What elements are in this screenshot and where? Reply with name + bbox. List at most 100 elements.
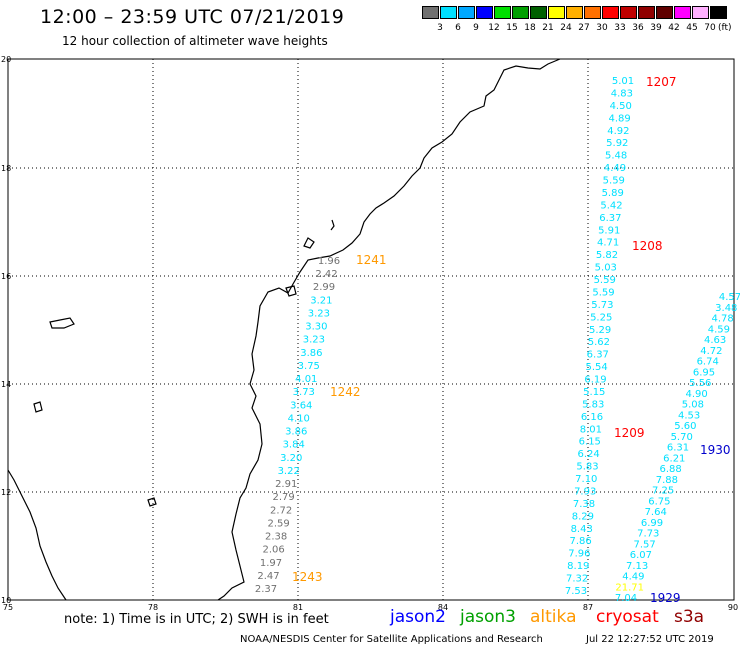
wave-height-value: 2.91 (275, 479, 297, 490)
wave-height-value: 5.54 (585, 362, 607, 373)
scale-swatch (494, 6, 511, 19)
scale-unit: (ft) (718, 23, 732, 33)
scale-label: 30 (596, 23, 608, 33)
scale-label: 9 (473, 23, 479, 33)
wave-height-value: 4.78 (711, 314, 733, 325)
scale-label: 70 (704, 23, 716, 33)
wave-height-value: 3.30 (305, 322, 327, 333)
lon-label: 81 (293, 603, 303, 612)
wave-height-value: 3.73 (293, 387, 315, 398)
wave-height-value: 21.71 (615, 582, 644, 593)
scale-swatch (656, 6, 673, 19)
legend-s3a: s3a (674, 607, 705, 627)
lat-label: 12 (1, 488, 11, 497)
wave-height-value: 5.70 (671, 432, 693, 443)
wave-height-value: 6.95 (693, 367, 715, 378)
track-1930-values: 4.573.484.784.594.634.726.746.955.564.90… (615, 292, 740, 604)
wave-height-value: 5.03 (595, 263, 617, 274)
scale-swatch (476, 6, 493, 19)
wave-height-value: 7.10 (575, 474, 597, 485)
credit-line: NOAA/NESDIS Center for Satellite Applica… (240, 634, 543, 645)
wave-height-value: 3.20 (280, 453, 302, 464)
wave-height-value: 1.96 (318, 256, 340, 267)
wave-height-value: 5.91 (598, 225, 620, 236)
scale-swatch (440, 6, 457, 19)
island-bay (285, 285, 297, 297)
track-1207-values: 5.014.834.504.894.925.925.484.495.595.89… (565, 76, 634, 597)
wave-height-value: 3.86 (285, 427, 307, 438)
wave-height-value: 3.75 (298, 361, 320, 372)
pass-time-1207: 1207 (646, 75, 677, 89)
wave-height-value: 4.49 (622, 572, 644, 583)
generated-timestamp: Jul 22 12:27:52 UTC 2019 (586, 634, 714, 645)
scale-label: 3 (437, 23, 443, 33)
wave-height-value: 4.90 (685, 389, 707, 400)
footer-note: note: 1) Time is in UTC; 2) SWH is in fe… (64, 612, 329, 627)
wave-height-value: 6.31 (667, 443, 689, 454)
scale-swatch (566, 6, 583, 19)
scale-label: 12 (488, 23, 500, 33)
pass-time-1930: 1930 (700, 443, 731, 457)
island-north (303, 237, 315, 249)
pass-time-1243: 1243 (292, 570, 323, 584)
wave-height-value: 5.15 (583, 387, 605, 398)
wave-height-value: 5.73 (591, 300, 613, 311)
wave-height-value: 4.01 (295, 374, 317, 385)
wave-height-value: 5.83 (582, 399, 604, 410)
wave-height-value: 8.29 (572, 511, 594, 522)
wave-height-value: 4.83 (611, 88, 633, 99)
scale-label: 36 (632, 23, 644, 33)
scale-label: 24 (560, 23, 572, 33)
pass-time-labels: 1207 1208 1209 1241 1242 1243 1930 1929 (292, 75, 731, 605)
wave-height-value: 7.13 (626, 561, 648, 572)
wave-height-value: 6.24 (577, 449, 599, 460)
wave-height-value: 6.75 (648, 496, 670, 507)
wave-height-value: 7.57 (633, 539, 655, 550)
wave-height-value: 5.42 (600, 200, 622, 211)
wave-height-value: 3.21 (310, 295, 332, 306)
scale-label: 18 (524, 23, 536, 33)
wave-height-value: 5.08 (682, 400, 704, 411)
island-west-small (33, 401, 43, 413)
map-frame (7, 58, 735, 601)
scale-swatch (530, 6, 547, 19)
west-coast-coastline (7, 469, 67, 601)
wave-height-value: 3.48 (715, 303, 737, 314)
pass-time-1209: 1209 (614, 426, 645, 440)
wave-height-value: 5.01 (612, 76, 634, 87)
wave-height-value: 4.53 (678, 410, 700, 421)
wave-height-value: 2.37 (255, 584, 277, 595)
wave-height-value: 8.19 (567, 561, 589, 572)
island-west (49, 317, 75, 329)
wave-height-value: 7.64 (645, 507, 667, 518)
scale-swatch (674, 6, 691, 19)
wave-height-value: 7.25 (652, 486, 674, 497)
longitude-labels: 75 78 81 84 87 90 (3, 603, 738, 612)
wave-height-value: 2.06 (262, 545, 284, 556)
wave-height-value: 6.37 (587, 350, 609, 361)
wave-height-value: 5.82 (596, 250, 618, 261)
wave-height-value: 4.49 (604, 163, 626, 174)
wave-height-value: 4.10 (288, 413, 310, 424)
scale-swatch (638, 6, 655, 19)
wave-height-value: 5.59 (603, 176, 625, 187)
wave-height-value: 6.37 (599, 213, 621, 224)
wave-height-value: 7.32 (566, 574, 588, 585)
pass-time-1242: 1242 (330, 385, 361, 399)
wave-height-value: 7.96 (568, 549, 590, 560)
wave-height-value: 7.88 (656, 475, 678, 486)
wave-height-value: 6.19 (584, 375, 606, 386)
pass-time-1929: 1929 (650, 591, 681, 605)
island-channel (330, 219, 335, 231)
wave-height-value: 6.88 (659, 464, 681, 475)
east-coast-coastline (217, 58, 561, 601)
wave-height-value: 5.59 (594, 275, 616, 286)
scale-swatch (710, 6, 727, 19)
map-title: 12:00 – 23:59 UTC 07/21/2019 (40, 6, 345, 28)
wave-height-value: 2.47 (257, 571, 279, 582)
scale-label: 45 (686, 23, 698, 33)
wave-height-value: 4.92 (607, 126, 629, 137)
scale-label: 42 (668, 23, 680, 33)
wave-height-value: 4.71 (597, 238, 619, 249)
scale-swatch (602, 6, 619, 19)
